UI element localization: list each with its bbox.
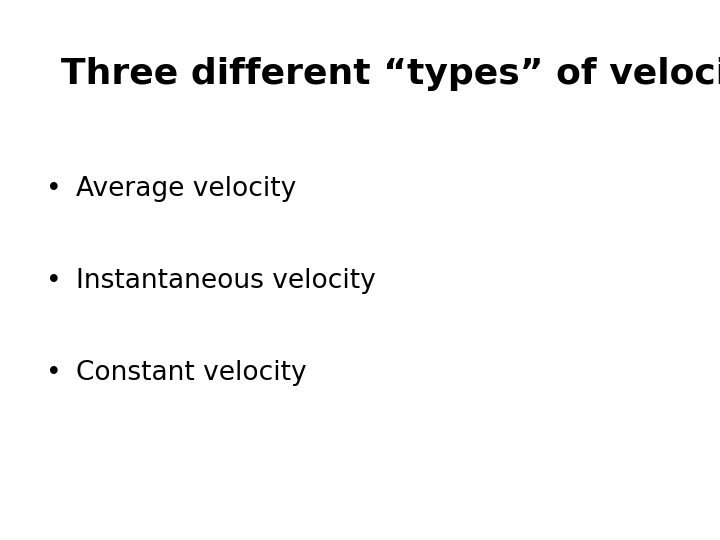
Text: Constant velocity: Constant velocity	[76, 360, 306, 386]
Text: Average velocity: Average velocity	[76, 176, 296, 202]
Text: •: •	[46, 176, 62, 202]
Text: •: •	[46, 360, 62, 386]
Text: •: •	[46, 268, 62, 294]
Text: Three different “types” of velocity: Three different “types” of velocity	[61, 57, 720, 91]
Text: Instantaneous velocity: Instantaneous velocity	[76, 268, 375, 294]
